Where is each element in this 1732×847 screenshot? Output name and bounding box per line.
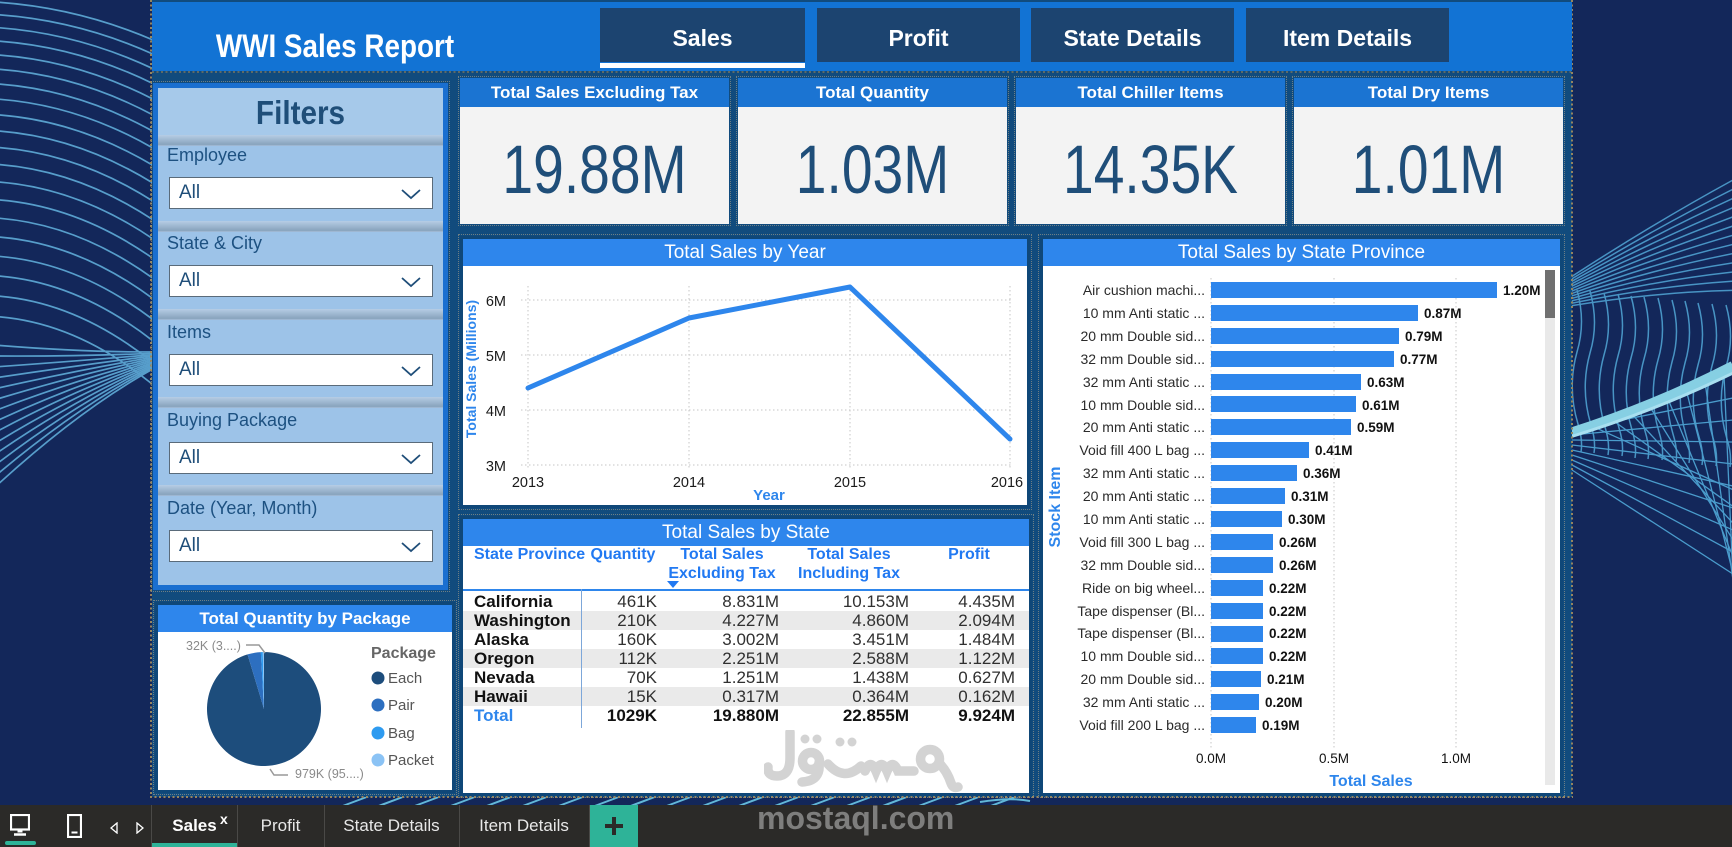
svg-text:32 mm Anti static ...: 32 mm Anti static ...	[1083, 465, 1205, 481]
svg-text:Bag: Bag	[388, 725, 415, 742]
svg-text:10 mm Double sid...: 10 mm Double sid...	[1081, 397, 1206, 413]
svg-text:2014: 2014	[673, 475, 705, 491]
svg-text:0.41M: 0.41M	[1315, 443, 1353, 458]
svg-text:Packet: Packet	[388, 752, 435, 769]
svg-text:1.0M: 1.0M	[1441, 751, 1471, 766]
svg-text:0.36M: 0.36M	[1303, 466, 1341, 481]
svg-text:10 mm Double sid...: 10 mm Double sid...	[1081, 648, 1206, 664]
svg-text:0.31M: 0.31M	[1291, 489, 1329, 504]
svg-text:4M: 4M	[486, 404, 506, 420]
svg-text:0.30M: 0.30M	[1288, 512, 1326, 527]
svg-text:Each: Each	[388, 670, 422, 687]
svg-text:0.61M: 0.61M	[1362, 398, 1400, 413]
svg-text:Tape dispenser (Bl...: Tape dispenser (Bl...	[1077, 603, 1205, 619]
svg-text:0.20M: 0.20M	[1265, 695, 1303, 710]
svg-text:32K (3....): 32K (3....)	[186, 639, 241, 653]
svg-text:10 mm Anti static ...: 10 mm Anti static ...	[1083, 305, 1205, 321]
svg-text:0.26M: 0.26M	[1279, 558, 1317, 573]
svg-text:32 mm Anti static ...: 32 mm Anti static ...	[1083, 694, 1205, 710]
svg-text:0.5M: 0.5M	[1319, 751, 1349, 766]
svg-text:Pair: Pair	[388, 697, 415, 714]
svg-text:20 mm Anti static ...: 20 mm Anti static ...	[1083, 419, 1205, 435]
svg-text:0.22M: 0.22M	[1269, 604, 1307, 619]
svg-text:0.22M: 0.22M	[1269, 581, 1307, 596]
svg-text:0.22M: 0.22M	[1269, 626, 1307, 641]
svg-text:6M: 6M	[486, 294, 506, 310]
svg-text:0.63M: 0.63M	[1367, 375, 1405, 390]
svg-text:Package: Package	[371, 645, 436, 662]
svg-text:20 mm Anti static ...: 20 mm Anti static ...	[1083, 488, 1205, 504]
svg-text:0.59M: 0.59M	[1357, 420, 1395, 435]
svg-text:2013: 2013	[512, 475, 544, 491]
svg-text:0.22M: 0.22M	[1269, 649, 1307, 664]
svg-text:Ride on big wheel...: Ride on big wheel...	[1082, 580, 1205, 596]
svg-text:32 mm Double sid...: 32 mm Double sid...	[1081, 557, 1206, 573]
svg-text:10 mm Anti static ...: 10 mm Anti static ...	[1083, 511, 1205, 527]
svg-text:20 mm Double sid...: 20 mm Double sid...	[1081, 328, 1206, 344]
svg-text:Air cushion machi...: Air cushion machi...	[1083, 282, 1205, 298]
svg-text:0.19M: 0.19M	[1262, 718, 1300, 733]
svg-text:Tape dispenser (Bl...: Tape dispenser (Bl...	[1077, 625, 1205, 641]
svg-text:Void fill 300 L bag ...: Void fill 300 L bag ...	[1079, 534, 1205, 550]
svg-text:Void fill 400 L bag ...: Void fill 400 L bag ...	[1079, 442, 1205, 458]
svg-text:2015: 2015	[834, 475, 866, 491]
svg-text:3M: 3M	[486, 459, 506, 475]
svg-text:0.0M: 0.0M	[1196, 751, 1226, 766]
svg-text:0.77M: 0.77M	[1400, 352, 1438, 367]
svg-text:5M: 5M	[486, 349, 506, 365]
svg-text:1.20M: 1.20M	[1503, 283, 1541, 298]
svg-text:32 mm Double sid...: 32 mm Double sid...	[1081, 351, 1206, 367]
svg-text:0.79M: 0.79M	[1405, 329, 1443, 344]
svg-text:20 mm Double sid...: 20 mm Double sid...	[1081, 671, 1206, 687]
svg-text:0.87M: 0.87M	[1424, 306, 1462, 321]
svg-text:32 mm Anti static ...: 32 mm Anti static ...	[1083, 374, 1205, 390]
svg-text:979K (95....): 979K (95....)	[295, 767, 364, 781]
svg-text:Void fill 200 L bag ...: Void fill 200 L bag ...	[1079, 717, 1205, 733]
svg-text:0.26M: 0.26M	[1279, 535, 1317, 550]
svg-text:0.21M: 0.21M	[1267, 672, 1305, 687]
svg-text:2016: 2016	[991, 475, 1023, 491]
